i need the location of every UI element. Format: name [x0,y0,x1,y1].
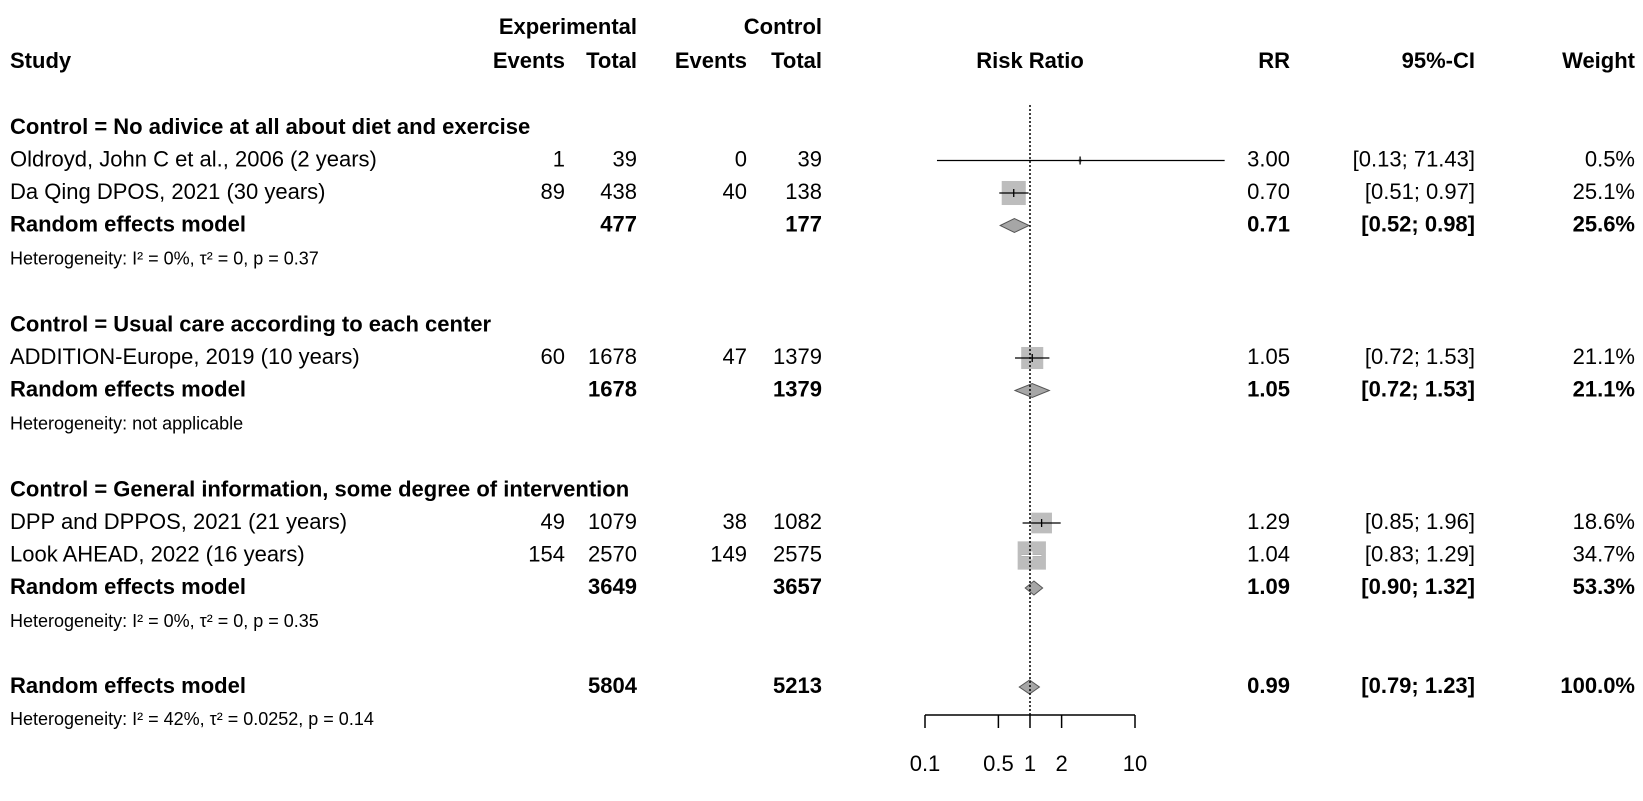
ctrl-total: 1379 [773,344,822,369]
model-diamond [999,217,1031,234]
x-tick-label: 0.5 [983,751,1014,776]
x-tick-label: 0.1 [910,751,941,776]
ctrl-events: 0 [735,146,747,171]
model-rr-label: 1.05 [1247,376,1290,401]
study-name: DPP and DPPOS, 2021 (21 years) [10,509,347,534]
exp-total: 1079 [588,509,637,534]
header-events: Events [675,48,747,73]
ci-label: [0.72; 1.53] [1365,344,1475,369]
model-name: Random effects model [10,376,246,401]
x-tick-label: 10 [1123,751,1147,776]
model-ctrl-total: 5213 [773,673,822,698]
model-exp-total: 477 [600,211,637,236]
rr-label: 1.05 [1247,344,1290,369]
model-ctrl-total: 177 [785,211,822,236]
model-exp-total: 3649 [588,574,637,599]
header-total: Total [586,48,637,73]
ctrl-total: 2575 [773,541,822,566]
heterogeneity: Heterogeneity: not applicable [10,413,243,433]
model-weight-label: 25.6% [1573,211,1635,236]
header-control: Control [744,14,822,39]
model-ci-label: [0.79; 1.23] [1361,673,1475,698]
header-weight: Weight [1562,48,1636,73]
model-rr-label: 0.71 [1247,211,1290,236]
heterogeneity: Heterogeneity: I² = 0%, τ² = 0, p = 0.35 [10,611,319,631]
heterogeneity: Heterogeneity: I² = 0%, τ² = 0, p = 0.37 [10,248,319,268]
model-rr-label: 0.99 [1247,673,1290,698]
model-weight-label: 53.3% [1573,574,1635,599]
ctrl-events: 47 [723,344,747,369]
ctrl-total: 39 [798,146,822,171]
x-tick-label: 2 [1055,751,1067,776]
header-rr: RR [1258,48,1290,73]
model-exp-total: 5804 [588,673,638,698]
header-study: Study [10,48,72,73]
weight-label: 18.6% [1573,509,1635,534]
header-experimental: Experimental [499,14,637,39]
exp-events: 89 [541,179,565,204]
model-name: Random effects model [10,211,246,236]
group-title: Control = No adivice at all about diet a… [10,114,530,139]
model-name: Random effects model [10,574,246,599]
weight-label: 21.1% [1573,344,1635,369]
rr-label: 1.29 [1247,509,1290,534]
ci-label: [0.85; 1.96] [1365,509,1475,534]
ctrl-total: 1082 [773,509,822,534]
ci-label: [0.13; 71.43] [1353,146,1475,171]
rr-label: 3.00 [1247,146,1290,171]
study-name: Da Qing DPOS, 2021 (30 years) [10,179,325,204]
model-diamond [1013,382,1051,399]
ctrl-events: 38 [723,509,747,534]
ci-label: [0.51; 0.97] [1365,179,1475,204]
header-plot: Risk Ratio [976,48,1084,73]
weight-label: 0.5% [1585,146,1635,171]
model-diamond [1024,580,1044,596]
study-name: ADDITION-Europe, 2019 (10 years) [10,344,360,369]
model-name: Random effects model [10,673,246,698]
header-ci: 95%-CI [1402,48,1475,73]
exp-total: 39 [613,146,637,171]
rr-label: 0.70 [1247,179,1290,204]
heterogeneity: Heterogeneity: I² = 42%, τ² = 0.0252, p … [10,709,374,729]
header-events: Events [493,48,565,73]
study-name: Look AHEAD, 2022 (16 years) [10,541,305,566]
ctrl-events: 40 [723,179,747,204]
exp-total: 438 [600,179,637,204]
model-rr-label: 1.09 [1247,574,1290,599]
model-ctrl-total: 1379 [773,376,822,401]
exp-events: 154 [528,541,565,566]
ci-label: [0.83; 1.29] [1365,541,1475,566]
group-title: Control = General information, some degr… [10,476,629,501]
study-name: Oldroyd, John C et al., 2006 (2 years) [10,146,377,171]
model-weight-label: 21.1% [1573,376,1635,401]
rr-label: 1.04 [1247,541,1290,566]
model-ctrl-total: 3657 [773,574,822,599]
exp-total: 1678 [588,344,637,369]
x-tick-label: 1 [1024,751,1036,776]
exp-events: 60 [541,344,565,369]
exp-events: 1 [553,146,565,171]
ctrl-total: 138 [785,179,822,204]
exp-total: 2570 [588,541,637,566]
model-exp-total: 1678 [588,376,637,401]
group-title: Control = Usual care according to each c… [10,311,492,336]
ctrl-events: 149 [710,541,747,566]
exp-events: 49 [541,509,565,534]
model-ci-label: [0.90; 1.32] [1361,574,1475,599]
model-weight-label: 100.0% [1560,673,1635,698]
header-total: Total [771,48,822,73]
model-ci-label: [0.72; 1.53] [1361,376,1475,401]
weight-label: 34.7% [1573,541,1635,566]
weight-label: 25.1% [1573,179,1635,204]
model-ci-label: [0.52; 0.98] [1361,211,1475,236]
